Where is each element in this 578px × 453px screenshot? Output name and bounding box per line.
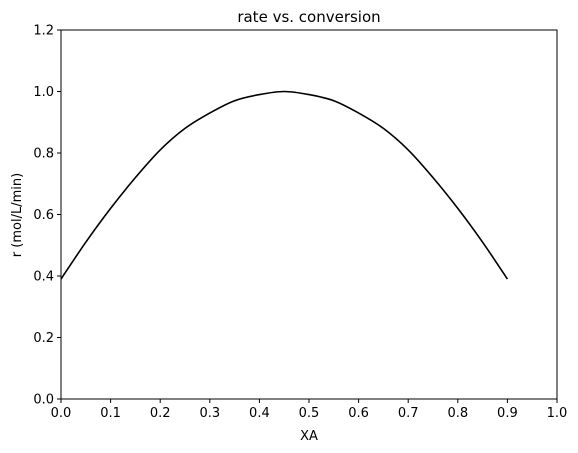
- x-tick-label: 0.5: [299, 406, 320, 421]
- x-tick-label: 0.2: [150, 406, 171, 421]
- x-axis-ticks: 0.0 0.1 0.2 0.3 0.4 0.5 0.6 0.7 0.8 0.9 1.0: [51, 399, 568, 421]
- y-tick-label: 0.0: [33, 393, 54, 408]
- x-tick-label: 0.8: [447, 406, 468, 421]
- y-axis-ticks: 0.0 0.2 0.4 0.6 0.8 1.0 1.2: [33, 24, 61, 408]
- x-tick-label: 0.1: [100, 406, 121, 421]
- y-tick-label: 1.0: [33, 85, 54, 100]
- y-tick-label: 0.8: [33, 147, 54, 162]
- x-tick-label: 0.4: [249, 406, 270, 421]
- y-tick-label: 0.2: [33, 331, 54, 346]
- y-tick-label: 1.2: [33, 24, 54, 39]
- series-line: [60, 90, 509, 280]
- plot-frame: [60, 29, 558, 400]
- chart-title: rate vs. conversion: [237, 8, 380, 26]
- y-axis-label: r (mol/L/min): [10, 173, 25, 257]
- x-tick-label: 0.3: [199, 406, 220, 421]
- x-tick-label: 1.0: [547, 406, 568, 421]
- y-tick-label: 0.4: [33, 270, 54, 285]
- x-tick-label: 0.9: [497, 406, 518, 421]
- x-tick-label: 0.0: [51, 406, 72, 421]
- plot-series: [60, 90, 509, 280]
- x-tick-label: 0.7: [398, 406, 419, 421]
- x-tick-label: 0.6: [348, 406, 369, 421]
- y-tick-label: 0.6: [33, 208, 54, 223]
- x-axis-label: XA: [300, 429, 318, 444]
